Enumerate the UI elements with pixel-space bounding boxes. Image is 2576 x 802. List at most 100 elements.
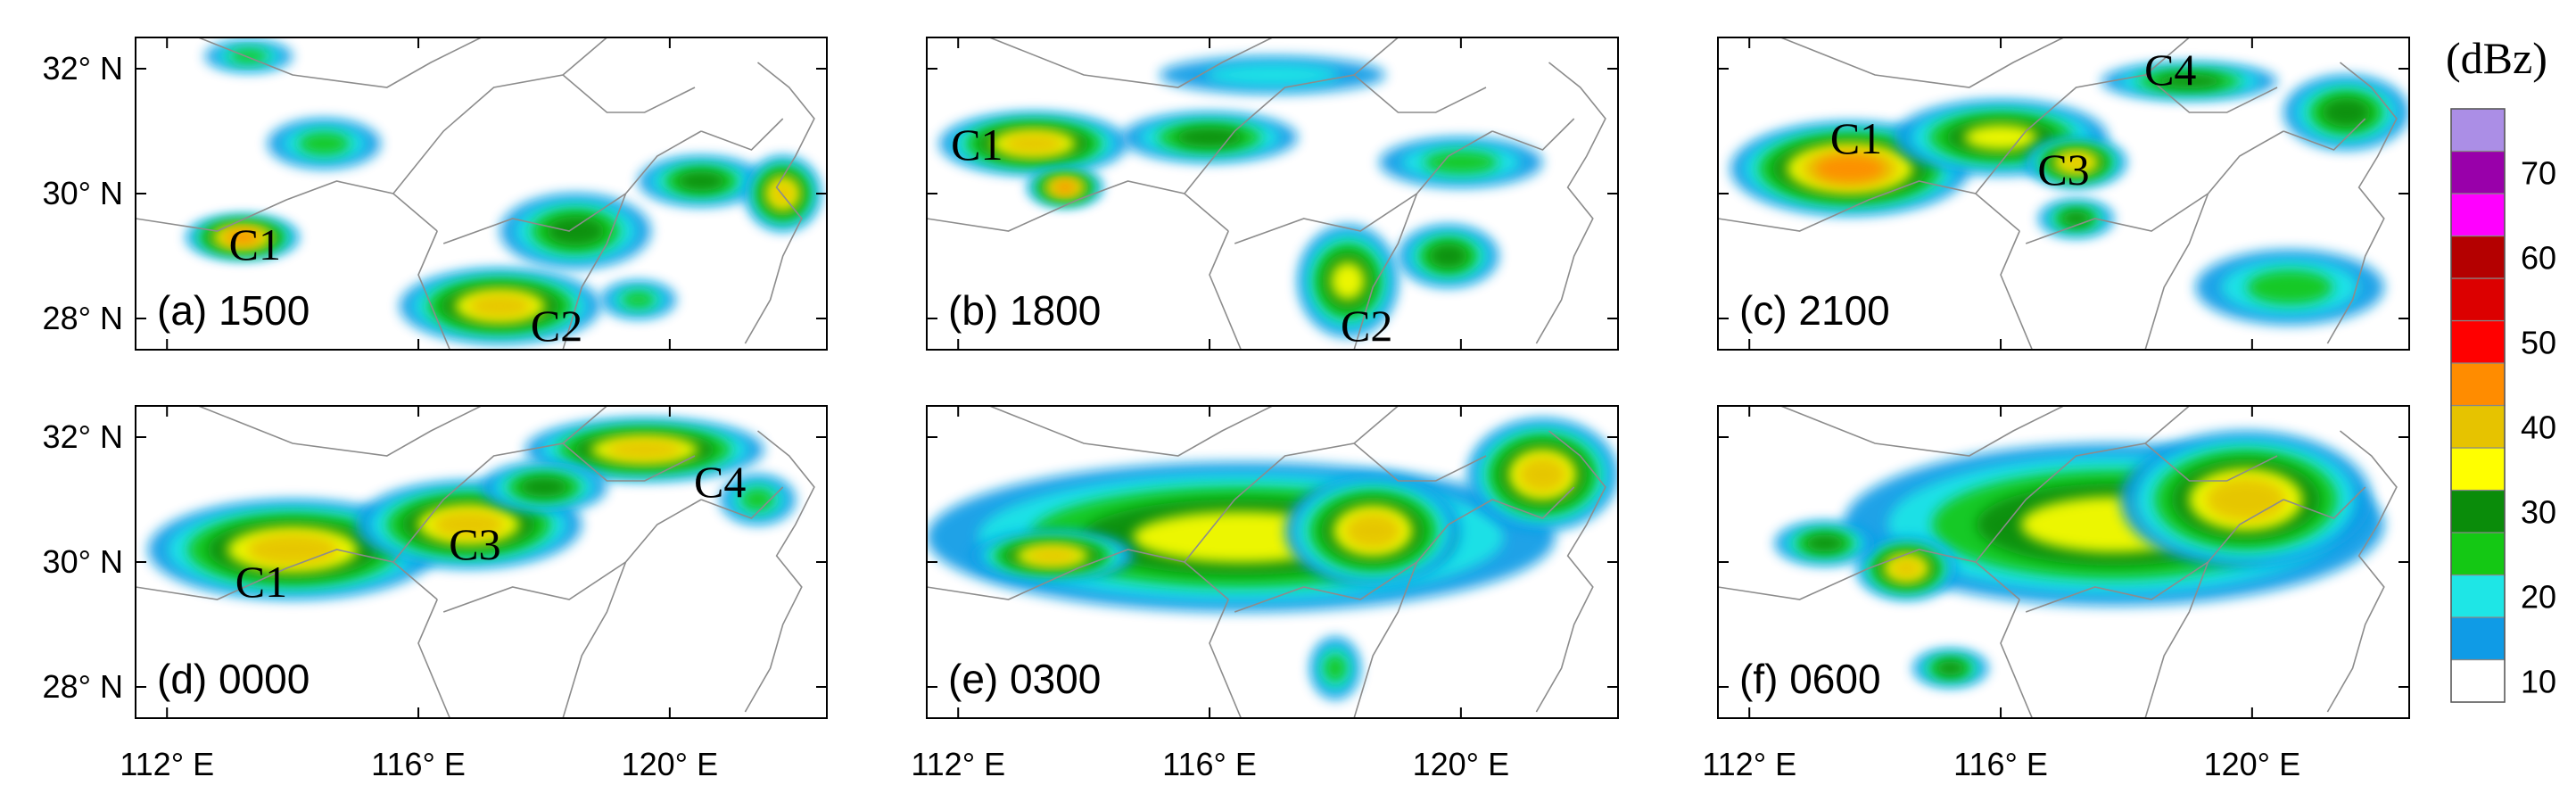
x-tick-label: 120° E [2204, 746, 2300, 782]
colorbar-tick-label: 50 [2521, 324, 2556, 360]
boundary-line [2025, 130, 2284, 244]
y-tick-label: 32° N [43, 418, 123, 455]
echo-contour [1205, 63, 1340, 87]
boundary-line [989, 37, 1273, 88]
boundary-line [744, 62, 815, 344]
boundary-line [989, 406, 1273, 457]
echo-contour [228, 49, 269, 63]
cell-label: C1 [951, 120, 1003, 169]
x-tick-label: 116° E [1162, 746, 1257, 782]
boundary-line [417, 230, 451, 350]
colorbar-swatch [2450, 235, 2506, 279]
map-panel: 32° N 30° N 28° N 112° E 116° E 120° E (d) 000… [43, 405, 828, 782]
y-tick-label: 28° N [43, 300, 123, 336]
echo-contour [225, 230, 260, 244]
boundary-line [1780, 37, 2064, 88]
colorbar-swatch [2450, 616, 2506, 661]
boundary-line [562, 561, 627, 718]
cell-label: C1 [229, 219, 281, 269]
boundary-line [442, 499, 702, 613]
echo-contour [1344, 513, 1401, 549]
echo-contour [1176, 128, 1244, 147]
boundary-line [2283, 486, 2366, 519]
colorbar-tick-label: 70 [2521, 154, 2556, 191]
colorbar-tick-labels: 10 20 30 40 50 60 70 [2521, 154, 2556, 699]
colorbar-tick-label: 60 [2521, 239, 2556, 276]
boundary-line [744, 430, 815, 713]
boundary-line [1718, 180, 2020, 232]
boundary-line [562, 74, 696, 113]
colorbar-unit-label: (dBz) [2446, 33, 2547, 83]
boundary-line [2283, 118, 2366, 151]
echo-contour [740, 488, 775, 511]
map-panel: 112° E 116° E 120° E (e) 0300 [911, 405, 1619, 782]
echo-contour [1890, 558, 1923, 579]
boundary-line [442, 130, 702, 244]
colorbar-swatch [2450, 150, 2506, 194]
boundary-line [392, 406, 607, 563]
radar-echoes [1730, 62, 2409, 325]
colorbar-tick-label: 10 [2521, 663, 2556, 699]
boundary-line [927, 180, 1229, 232]
map-panel: 112° E 116° E 120° E (f) 0600 [1702, 405, 2410, 782]
boundary-line [2326, 430, 2398, 713]
province-boundaries [1718, 406, 2398, 718]
panel-label: (c) 2100 [1739, 287, 1890, 334]
x-tick-label: 116° E [371, 746, 466, 782]
boundary-line [2326, 62, 2398, 344]
echo-contour [1518, 457, 1567, 492]
boundary-line [2144, 442, 2278, 482]
x-tick-label: 112° E [1702, 746, 1796, 782]
map-panel: (b) 1800 C1 C2 [926, 37, 1619, 351]
boundary-line [562, 193, 627, 350]
colorbar-swatches [2450, 108, 2506, 703]
radar-echoes [939, 56, 1543, 337]
x-tick-label: 120° E [1413, 746, 1509, 782]
map-panel: 32° N 30° N 28° N (a) 1500 C1 C2 [43, 37, 828, 351]
echo-contour [298, 132, 351, 155]
x-tick-label: 112° E [911, 746, 1005, 782]
echo-contour [1324, 654, 1347, 682]
cell-label: C1 [1830, 113, 1882, 163]
boundary-line [2025, 499, 2284, 613]
echo-contour [433, 510, 505, 539]
echo-contour [1330, 261, 1366, 301]
boundary-line [2000, 230, 2034, 350]
cell-label: C1 [235, 557, 287, 607]
colorbar-tick-label: 30 [2521, 493, 2556, 530]
colorbar-frame [2450, 108, 2506, 703]
cell-label: C2 [1341, 301, 1392, 351]
boundary-line [1975, 37, 2190, 194]
echo-contour [1429, 244, 1468, 269]
echo-contour [676, 171, 726, 191]
province-boundaries [136, 37, 815, 350]
echo-contour [1936, 660, 1965, 676]
boundary-line [562, 442, 696, 482]
boundary-line [1353, 561, 1418, 718]
echo-contour [2206, 477, 2286, 522]
boundary-line [1718, 549, 2020, 600]
echo-contour [2155, 73, 2224, 89]
boundary-line [2144, 561, 2209, 718]
boundary-line [927, 549, 1229, 600]
boundary-line [700, 118, 784, 151]
boundary-line [1353, 193, 1418, 350]
boundary-line [1209, 230, 1243, 350]
echo-contour [2322, 97, 2371, 128]
echo-contour [1053, 181, 1077, 194]
boundary-line [1353, 442, 1487, 482]
boundary-line [198, 406, 482, 457]
y-tick-label: 28° N [43, 668, 123, 705]
radar-echoes [148, 418, 796, 599]
colorbar-tick-label: 20 [2521, 578, 2556, 615]
x-tick-label: 112° E [120, 746, 214, 782]
boundary-line [2144, 74, 2278, 113]
echo-contour [1805, 534, 1845, 552]
panel-label: (b) 1800 [948, 287, 1101, 334]
cell-label: C2 [531, 301, 582, 351]
radar-echoes [927, 418, 1618, 699]
colorbar-swatch [2450, 574, 2506, 618]
map-panel: (c) 2100 C1 C3 C4 [1717, 37, 2410, 351]
